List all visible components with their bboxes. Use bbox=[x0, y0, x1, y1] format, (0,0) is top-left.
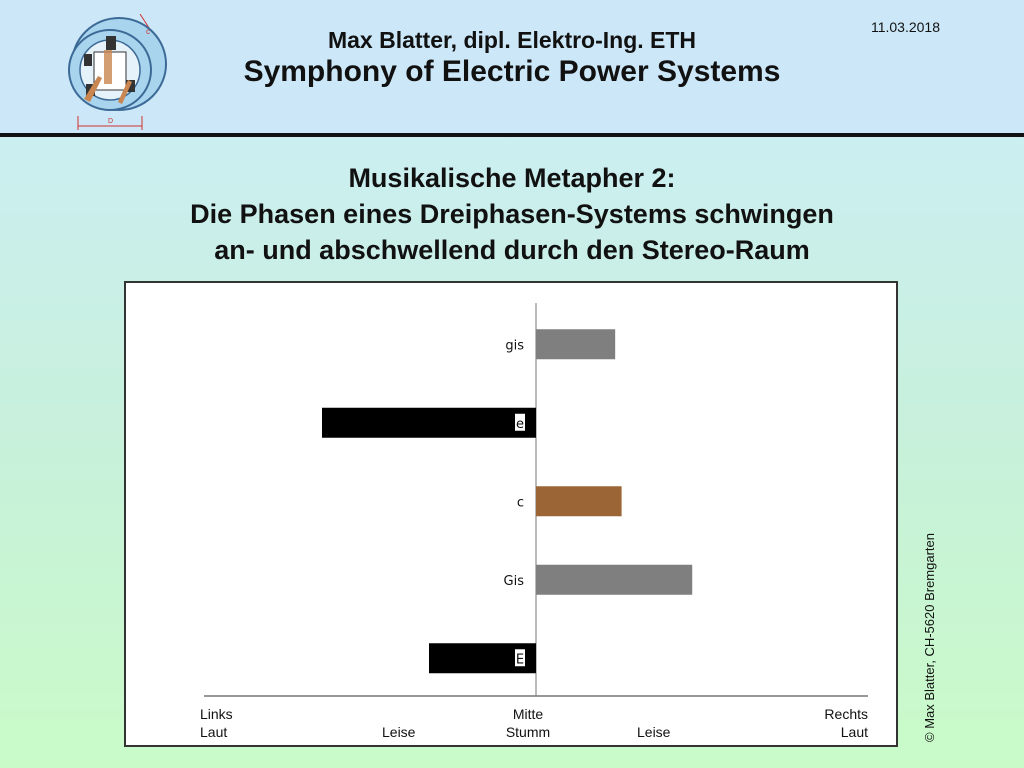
stereo-bar-chart: gis e c Gis E Links Laut Leise Mitte Stumm L… bbox=[124, 281, 898, 747]
header-band bbox=[0, 0, 1024, 133]
logo-label-bottom: D bbox=[108, 118, 113, 125]
machine-logo-icon: c D bbox=[68, 14, 167, 130]
x-label-left-mid-text: Leise bbox=[382, 724, 416, 740]
x-label-left: Links Laut bbox=[200, 705, 233, 741]
slide-title-line-2: Die Phasen eines Dreiphasen-Systems schw… bbox=[190, 199, 834, 229]
header-divider bbox=[0, 133, 1024, 137]
slide-date: 11.03.2018 bbox=[870, 19, 940, 35]
x-label-right-2: Laut bbox=[840, 724, 868, 740]
category-label-e: e bbox=[516, 417, 524, 432]
bar-gis bbox=[536, 329, 616, 360]
category-label-c: c bbox=[517, 495, 524, 510]
slide-title-line-3: an- und abschwellend durch den Stereo-Ra… bbox=[214, 235, 810, 265]
x-label-left-mid: Leise bbox=[382, 723, 415, 741]
x-label-right-mid-text: Leise bbox=[637, 724, 671, 740]
x-label-center: Mitte Stumm bbox=[502, 705, 554, 741]
category-label-gis: gis bbox=[505, 338, 524, 353]
x-label-center-1: Mitte bbox=[512, 706, 544, 722]
bar-label-bg-e bbox=[515, 413, 525, 431]
category-label-Gis: Gis bbox=[504, 574, 525, 589]
author-line: Max Blatter, dipl. Elektro-Ing. ETH bbox=[327, 27, 697, 53]
category-label-E: E bbox=[516, 652, 524, 667]
bar-c bbox=[536, 486, 622, 517]
x-label-right-1: Rechts bbox=[824, 706, 868, 722]
x-label-right-mid: Leise bbox=[637, 723, 670, 741]
x-label-left-2: Laut bbox=[200, 724, 228, 740]
slide-title: Musikalische Metapher 2: Die Phasen eine… bbox=[60, 160, 964, 268]
bar-Gis bbox=[536, 564, 693, 595]
copyright-note: © Max Blatter, CH-5620 Bremgarten bbox=[922, 533, 937, 742]
x-label-right: Rechts Laut bbox=[816, 705, 868, 741]
bar-e bbox=[322, 407, 536, 438]
presentation-subtitle: Symphony of Electric Power Systems bbox=[243, 55, 781, 88]
chart-canvas: gis e c Gis E bbox=[204, 303, 868, 697]
x-label-center-2: Stumm bbox=[505, 724, 551, 740]
slide-title-line-1: Musikalische Metapher 2: bbox=[348, 163, 676, 193]
x-label-left-1: Links bbox=[200, 706, 233, 722]
logo-label-top: c bbox=[146, 27, 150, 36]
bar-label-bg-E bbox=[515, 649, 525, 667]
